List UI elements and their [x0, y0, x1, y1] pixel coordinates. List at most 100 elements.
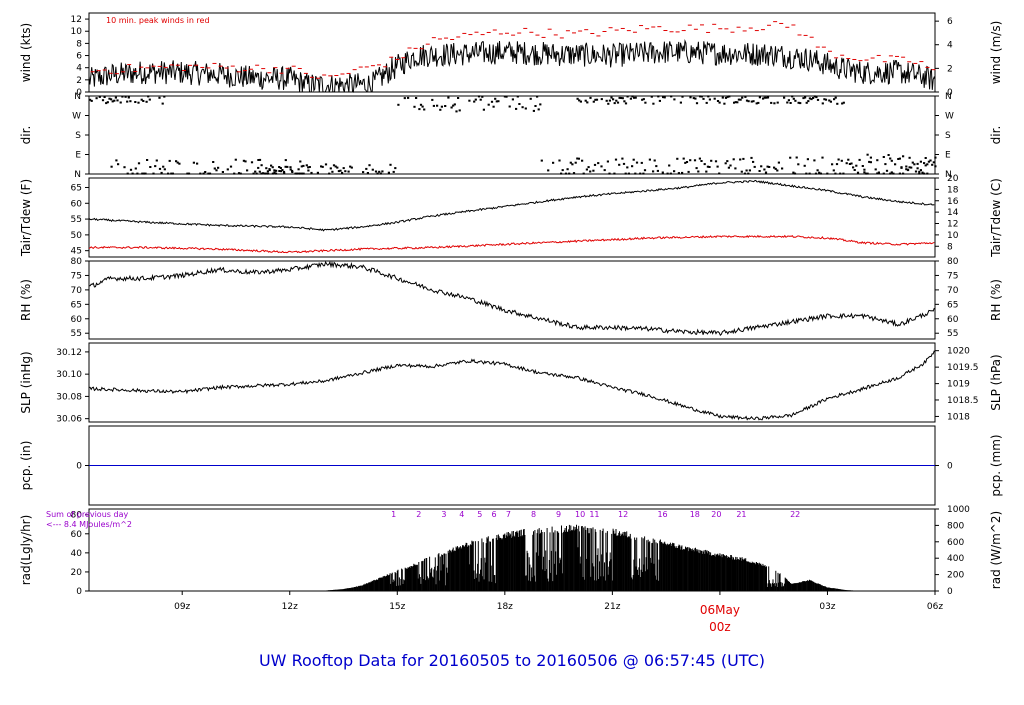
wind-dir-point — [789, 102, 792, 104]
wind-dir-point — [615, 99, 618, 102]
ytick-label-left: 10 — [71, 27, 83, 37]
wind-dir-point — [821, 102, 824, 105]
wind-dir-point — [407, 96, 410, 99]
chart-title: UW Rooftop Data for 20160505 to 20160506… — [259, 651, 765, 670]
ytick-label-right: 0 — [947, 587, 953, 597]
wind-dir-point — [631, 95, 634, 98]
wind-dir-point — [833, 98, 836, 101]
wind-dir-point — [593, 163, 597, 166]
hour-label: 3 — [441, 510, 446, 519]
wind-dir-point — [869, 156, 872, 159]
wind-dir-point — [299, 160, 302, 163]
wind-dir-point — [260, 172, 263, 175]
wind-dir-point — [105, 102, 108, 105]
wind-dir-point — [196, 162, 199, 165]
wind-dir-point — [267, 172, 270, 175]
wind-dir-point — [884, 163, 887, 166]
wind-dir-point — [834, 172, 837, 175]
wind-dir-point — [919, 160, 922, 163]
ytick-label-left: E — [75, 151, 81, 161]
wind-dir-point — [902, 172, 905, 175]
ytick-label-right: 60 — [947, 315, 959, 325]
wind-dir-point — [927, 160, 930, 163]
wind-dir-point — [791, 95, 794, 98]
hour-label: 10 — [575, 510, 585, 519]
wind-dir-point — [783, 96, 786, 99]
wind-dir-point — [710, 159, 713, 162]
wind-dir-point — [342, 167, 345, 170]
wind-dir-point — [810, 98, 813, 101]
wind-dir-point — [572, 172, 576, 175]
wind-dir-point — [254, 170, 257, 173]
wind-dir-point — [142, 172, 145, 175]
wind-dir-point — [804, 96, 807, 99]
wind-dir-point — [453, 103, 456, 106]
wind-dir-point — [250, 161, 254, 164]
panel-frame-wind — [88, 12, 936, 93]
date-marker-time: 00z — [709, 620, 731, 634]
wind-dir-point — [763, 96, 766, 99]
ytick-label-left: 55 — [71, 329, 82, 339]
wind-dir-point — [885, 169, 889, 172]
ytick-label-left: 30.10 — [56, 370, 82, 380]
wind-dir-point — [926, 172, 929, 175]
wind-dir-point — [700, 95, 703, 98]
wind-dir-point — [776, 169, 779, 172]
wind-dir-point — [695, 167, 698, 170]
wind-dir-point — [415, 97, 418, 99]
wind-dir-point — [627, 172, 630, 175]
wind-dir-point — [336, 166, 339, 169]
wind-dir-point — [634, 172, 637, 175]
wind-dir-point — [568, 172, 571, 175]
wind-dir-point — [618, 96, 621, 99]
wind-dir-point — [908, 166, 911, 169]
ytick-label-right: 400 — [947, 554, 964, 564]
wind-dir-point — [170, 172, 173, 175]
ytick-label-right: 1018.5 — [947, 396, 979, 406]
panel-frame-temp — [88, 177, 936, 258]
wind-dir-point — [307, 166, 310, 169]
wind-dir-point — [584, 99, 587, 102]
wind-dir-point — [440, 105, 443, 108]
ytick-label-right: 1018 — [947, 412, 970, 422]
wind-dir-point — [848, 163, 851, 165]
wind-dir-point — [106, 101, 109, 104]
wind-dir-point — [802, 97, 805, 100]
ytick-label-left: 4 — [76, 64, 82, 74]
wind-dir-point — [616, 101, 620, 104]
wind-dir-point — [167, 172, 170, 175]
wind-dir-point — [162, 165, 165, 168]
wind-dir-point — [923, 172, 926, 175]
wind-dir-point — [734, 167, 737, 170]
ytick-label-left: 60 — [71, 530, 83, 540]
wind-dir-point — [539, 103, 542, 106]
wind-dir-point — [142, 100, 145, 102]
wind-dir-point — [234, 158, 237, 161]
wind-dir-point — [239, 172, 242, 175]
wind-dir-point — [202, 172, 205, 175]
wind-dir-point — [569, 161, 572, 164]
ytick-label-left: 65 — [71, 300, 82, 310]
ytick-label-right: 10 — [947, 231, 959, 241]
wind-dir-point — [110, 165, 113, 168]
wind-dir-point — [265, 172, 268, 175]
wind-dir-point — [887, 154, 890, 156]
wind-dir-point — [612, 98, 615, 101]
wind-dir-point — [926, 163, 929, 166]
wind-dir-point — [547, 169, 550, 172]
wind-dir-point — [768, 166, 771, 168]
wind-dir-point — [582, 172, 585, 175]
wind-dir-point — [842, 172, 845, 175]
ytick-label-left: 0 — [76, 462, 82, 472]
wind-dir-point — [681, 171, 684, 174]
wind-dir-point — [824, 98, 828, 101]
wind-dir-point — [694, 97, 697, 100]
wind-dir-point — [474, 98, 477, 101]
wind-dir-point — [577, 157, 580, 160]
wind-dir-point — [666, 172, 669, 175]
wind-dir-point — [199, 172, 202, 175]
wind-dir-point — [374, 170, 378, 173]
wind-dir-point — [397, 103, 400, 106]
wind-dir-point — [258, 158, 262, 161]
